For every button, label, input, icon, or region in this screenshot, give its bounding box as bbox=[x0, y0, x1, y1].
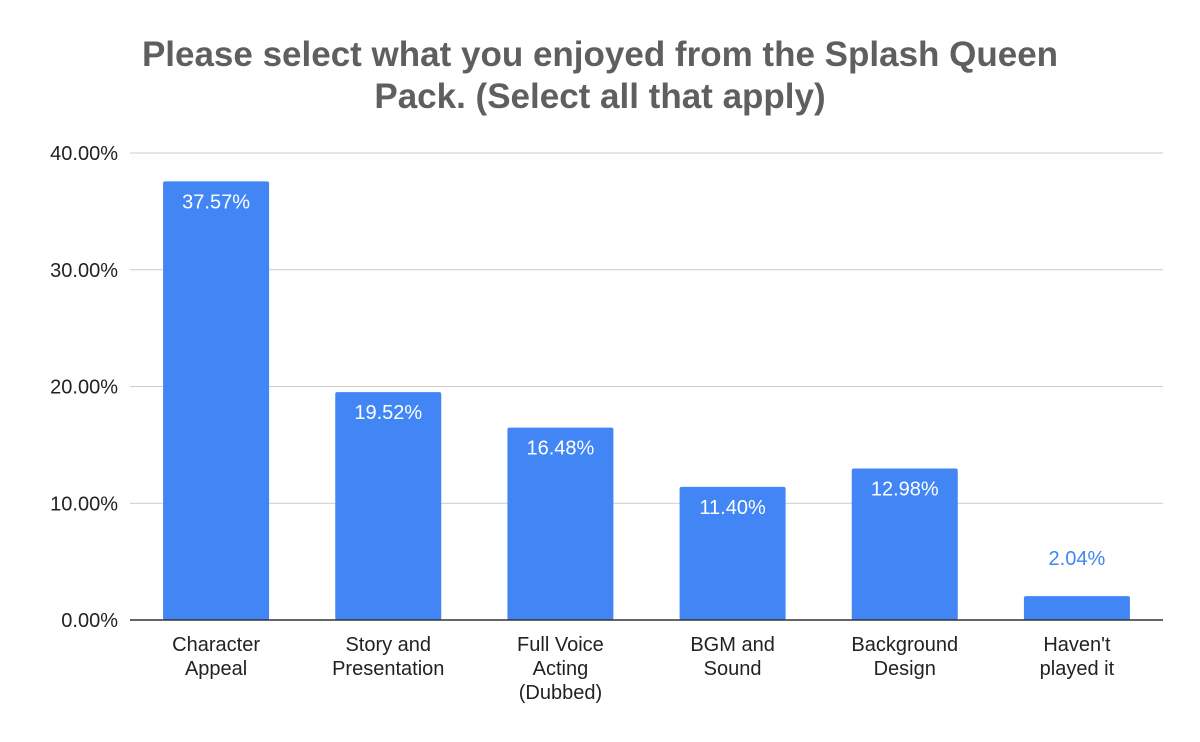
data-labels: 37.57% 19.52% 16.48% 11.40% 12.98% 2.04% bbox=[182, 191, 1105, 570]
bar bbox=[851, 468, 958, 620]
x-tick-label: Appeal bbox=[185, 658, 247, 680]
bar bbox=[507, 427, 614, 620]
gridlines bbox=[130, 152, 1163, 504]
bars bbox=[163, 181, 1130, 621]
data-label: 11.40% bbox=[699, 497, 766, 519]
bar bbox=[335, 392, 442, 620]
x-tick-label: (Dubbed) bbox=[519, 682, 602, 704]
y-axis-ticks: 0.00% 10.00% 20.00% 30.00% 40.00% bbox=[50, 143, 118, 632]
x-tick-label: Sound bbox=[704, 658, 762, 680]
bar bbox=[1023, 596, 1130, 620]
data-label: 19.52% bbox=[354, 402, 422, 424]
y-tick-label: 40.00% bbox=[50, 143, 118, 165]
chart-title: Please select what you enjoyed from the … bbox=[0, 34, 1200, 118]
chart-title-line-2: Pack. (Select all that apply) bbox=[374, 77, 826, 116]
y-tick-label: 30.00% bbox=[50, 260, 118, 282]
data-label: 37.57% bbox=[182, 191, 250, 213]
x-tick-label: Haven't bbox=[1043, 634, 1111, 656]
data-label: 2.04% bbox=[1049, 548, 1106, 570]
bar bbox=[163, 181, 270, 621]
chart-title-line-1: Please select what you enjoyed from the … bbox=[141, 35, 1059, 74]
y-tick-label: 0.00% bbox=[61, 610, 118, 632]
x-tick-label: played it bbox=[1040, 658, 1115, 680]
bar bbox=[679, 486, 786, 620]
data-label: 16.48% bbox=[526, 438, 594, 460]
x-tick-label: Acting bbox=[533, 658, 589, 680]
x-tick-label: Full Voice bbox=[517, 634, 604, 656]
x-tick-label: Character bbox=[172, 634, 260, 656]
x-tick-label: BGM and bbox=[690, 634, 774, 656]
data-label: 12.98% bbox=[871, 478, 939, 500]
x-tick-label: Background bbox=[851, 634, 958, 656]
x-tick-label: Design bbox=[874, 658, 936, 680]
y-tick-label: 10.00% bbox=[50, 493, 118, 515]
y-tick-label: 20.00% bbox=[50, 377, 118, 399]
x-tick-label: Presentation bbox=[332, 658, 444, 680]
x-tick-label: Story and bbox=[345, 634, 431, 656]
